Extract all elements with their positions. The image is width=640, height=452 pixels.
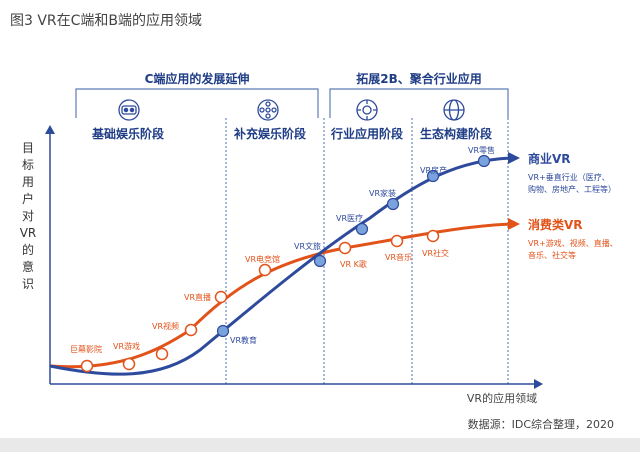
consumer-vr-points [80, 229, 440, 373]
network-globe-icon [443, 99, 465, 121]
point-vr-karaoke-orange [258, 263, 272, 277]
vr-headset-icon [118, 99, 140, 121]
series-desc-commercial-vr-line2: 购物、房地产、工程等） [528, 184, 616, 194]
group-label-c-end: C端应用的发展延伸 [145, 71, 250, 86]
consumer-vr-arrowhead [508, 218, 520, 230]
label-vr-social: VR社交 [422, 248, 449, 258]
label-vr-retail: VR零售 [468, 145, 495, 155]
series-desc-consumer-vr-line2: 音乐、社交等 [528, 250, 576, 260]
label-vr-home-decor: VR家装 [369, 188, 396, 198]
gear-icon [356, 99, 378, 121]
commercial-vr-arrowhead [508, 152, 520, 164]
figure-title: 图3 VR在C端和B端的应用领域 [10, 13, 203, 29]
point-vr-culture-tourism [313, 254, 327, 268]
bottom-strip [0, 438, 640, 452]
figure-source: 数据源：IDC综合整理，2020 [467, 418, 614, 431]
x-axis-label: VR的应用领域 [467, 391, 537, 405]
film-reel-icon [257, 99, 279, 121]
stage-dividers [225, 118, 509, 384]
label-vr-esports: VR电竞馆 [245, 254, 280, 264]
stage-label-supplementary-entertainment: 补充娱乐阶段 [233, 126, 307, 141]
label-vr-game: VR游戏 [113, 341, 140, 351]
point-vr-medical [355, 222, 369, 236]
group-c-end: C端应用的发展延伸 [75, 71, 319, 118]
label-vr-karaoke: VR K歌 [340, 259, 367, 269]
point-vr-video [155, 347, 169, 361]
stage-label-industry-application: 行业应用阶段 [330, 126, 404, 141]
series-desc-consumer-vr-line1: VR+游戏、视频、直播、 [528, 238, 618, 248]
point-giant-cinema [80, 359, 94, 373]
group-b-end: 拓展2B、聚合行业应用 [329, 71, 509, 118]
label-vr-culture-tourism: VR文旅 [294, 241, 321, 251]
series-desc-commercial-vr-line1: VR+垂直行业（医疗、 [528, 172, 610, 182]
point-vr-retail [477, 154, 491, 168]
group-label-b-end: 拓展2B、聚合行业应用 [356, 71, 482, 86]
point-vr-home-decor [386, 197, 400, 211]
point-vr-real-estate [426, 169, 440, 183]
label-vr-livestream: VR直播 [184, 292, 211, 302]
commercial-vr-points [216, 154, 491, 338]
point-vr-education [216, 324, 230, 338]
point-vr-livestream [184, 323, 198, 337]
label-vr-real-estate: VR房产 [420, 165, 447, 175]
point-vr-game [122, 357, 136, 371]
label-vr-video: VR视频 [152, 321, 179, 331]
label-giant-cinema: 巨幕影院 [70, 344, 102, 354]
series-name-commercial-vr: 商业VR [528, 151, 571, 166]
label-vr-education: VR教育 [230, 335, 257, 345]
label-vr-medical: VR医疗 [336, 213, 363, 223]
series-name-consumer-vr: 消费类VR [528, 217, 583, 232]
label-vr-music: VR音乐 [385, 252, 412, 262]
point-vr-esports [214, 290, 228, 304]
stage-label-basic-entertainment: 基础娱乐阶段 [91, 126, 165, 141]
point-vr-music [390, 234, 404, 248]
stage-label-ecosystem: 生态构建阶段 [420, 126, 493, 141]
y-axis-label: 目标用户对 VR 的意识 [20, 141, 37, 291]
axes [45, 125, 543, 389]
point-vr-karaoke [338, 241, 352, 255]
point-vr-social [426, 229, 440, 243]
